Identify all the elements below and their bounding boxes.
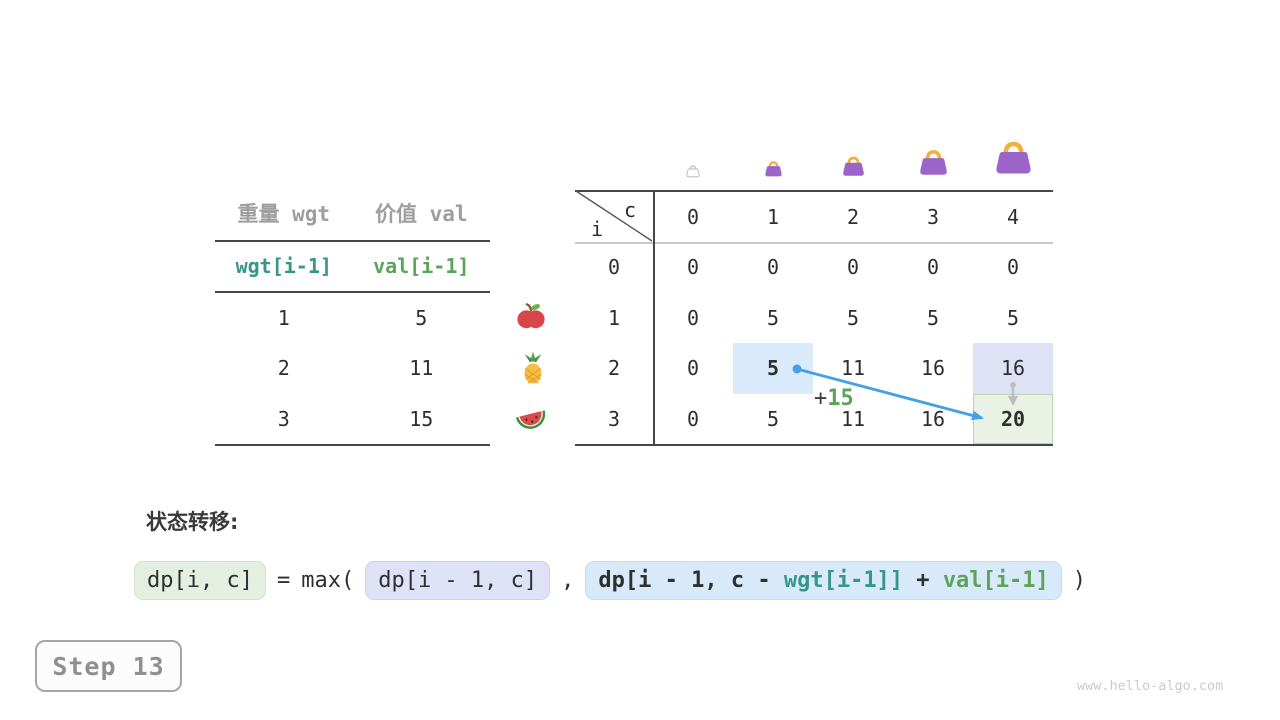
added-value: 15	[827, 386, 854, 411]
dp-cell-1-0: 0	[686, 305, 700, 330]
wv-cell: 1	[277, 306, 290, 331]
formula-max-open: max(	[301, 567, 355, 593]
corner-row-var: i	[591, 217, 604, 241]
formula-lhs: dp[i, c]	[134, 560, 266, 600]
dp-table-vertical-rule	[653, 190, 655, 446]
wgt-var-label: wgt[i-1]	[235, 254, 332, 278]
dp-col-header-2: 2	[846, 205, 860, 229]
step-badge: Step 13	[35, 640, 182, 692]
formula-close-paren: )	[1072, 567, 1087, 593]
dp-row-header-1: 1	[607, 305, 621, 330]
bag-icon-row	[653, 118, 1053, 186]
dp-cell-0-2: 0	[846, 255, 860, 280]
formula-equals: =	[276, 567, 291, 593]
weight-value-table-header: 重量 wgt 价值 val	[215, 185, 490, 240]
dp-col-header-3: 3	[926, 205, 940, 229]
formula-take-prefix: dp[i - 1, c -	[598, 567, 784, 593]
dp-col-header-0: 0	[686, 205, 700, 229]
formula-comma: ,	[561, 567, 575, 593]
wv-cell: 2	[277, 356, 290, 381]
wv-cell: 15	[409, 406, 434, 431]
dp-cell-2-0: 0	[686, 356, 700, 381]
dp-col-header-4: 4	[1006, 205, 1020, 229]
bag-capacity-0-icon	[685, 164, 701, 183]
corner-diagonal-line	[575, 190, 653, 242]
formula-take-plus: +	[903, 567, 943, 593]
dp-cell-2-3: 16	[920, 356, 946, 381]
website-watermark: www.hello-algo.com	[1077, 678, 1224, 694]
weight-value-table-body: 1 5 2 11 3 15	[215, 293, 490, 444]
corner-col-var: c	[624, 198, 637, 222]
dp-cell-1-4: 5	[1006, 305, 1020, 330]
dp-cell-1-3: 5	[926, 305, 940, 330]
state-transition-label: 状态转移:	[146, 510, 239, 534]
dp-table-top-rule	[575, 190, 1053, 192]
bag-capacity-1-icon	[763, 160, 784, 183]
dp-row-header-2: 2	[607, 356, 621, 381]
dp-column-headers: 0 1 2 3 4	[653, 192, 1053, 242]
dp-row-header-3: 3	[607, 406, 621, 431]
weight-value-table-var-row: wgt[i-1] val[i-1]	[215, 241, 490, 291]
wv-cell: 3	[277, 406, 290, 431]
step-badge-label: Step 13	[52, 651, 165, 681]
wv-table-top-rule	[215, 240, 490, 242]
dp-cell-2-4-compare-highlight: 16	[973, 343, 1053, 394]
bag-capacity-4-icon	[991, 139, 1036, 183]
val-var-label: val[i-1]	[373, 254, 470, 278]
dp-row-headers: 0 1 2 3	[575, 242, 653, 444]
formula-option-skip: dp[i - 1, c]	[365, 560, 551, 600]
dp-table-header-rule	[575, 242, 1053, 244]
dp-cell-2-1-source-highlight: 5	[733, 343, 813, 394]
dp-cell-0-1: 0	[766, 255, 780, 280]
dp-cell-3-3: 16	[920, 406, 946, 431]
dp-cell-3-0: 0	[686, 406, 700, 431]
bag-capacity-2-icon	[840, 155, 867, 183]
value-col-header: 价值 val	[374, 201, 468, 226]
watermelon-icon	[515, 406, 547, 437]
formula-option-take: dp[i - 1, c - wgt[i-1]] + val[i-1]	[585, 560, 1062, 600]
dp-cell-0-3: 0	[926, 255, 940, 280]
dp-cell-3-4-result-highlight: 20	[973, 393, 1053, 444]
bag-capacity-3-icon	[916, 148, 951, 183]
dp-cell-0-4: 0	[1006, 255, 1020, 280]
apple-icon	[516, 301, 546, 335]
dp-table-bottom-rule	[575, 444, 1053, 446]
wv-table-bottom-rule	[215, 444, 490, 446]
state-transition-formula: dp[i, c] = max( dp[i - 1, c] , dp[i - 1,…	[134, 558, 1086, 602]
dp-cell-3-1: 5	[766, 406, 780, 431]
pineapple-icon	[520, 351, 547, 390]
dp-cell-1-2: 5	[846, 305, 860, 330]
formula-take-wgt: wgt[i-1]]	[783, 567, 904, 593]
dp-cell-0-0: 0	[686, 255, 700, 280]
wv-cell: 11	[409, 356, 434, 381]
dp-col-header-1: 1	[766, 205, 780, 229]
wv-table-mid-rule	[215, 291, 490, 293]
dp-table-body: 0 0 0 0 0 0 5 5 5 5 0 5 11 16 16 0 5 11 …	[653, 242, 1053, 444]
wv-cell: 5	[415, 306, 428, 331]
weight-col-header: 重量 wgt	[237, 201, 331, 226]
dp-cell-1-1: 5	[766, 305, 780, 330]
dp-row-header-0: 0	[607, 255, 621, 280]
transition-value-annotation: +15	[814, 386, 854, 411]
plus-sign: +	[814, 386, 828, 411]
formula-take-val: val[i-1]	[942, 567, 1049, 593]
